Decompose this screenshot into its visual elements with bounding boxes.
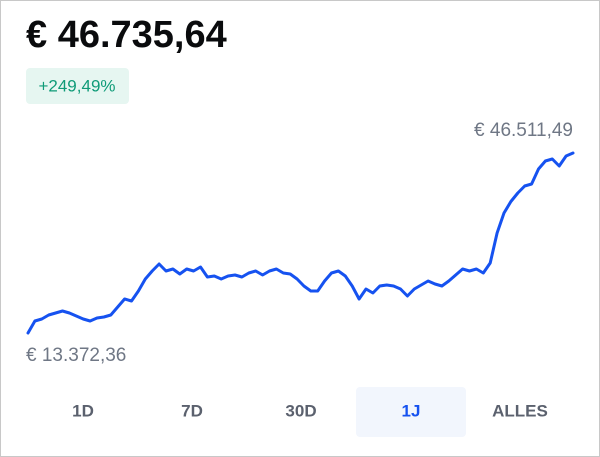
tab[interactable]: 1J	[402, 401, 421, 420]
tab[interactable]: ALLES	[492, 401, 548, 420]
max-label: € 46.511,49	[474, 120, 573, 141]
price-line	[26, 151, 575, 335]
tab[interactable]: 7D	[181, 401, 203, 420]
change-badge	[26, 68, 129, 104]
tab[interactable]: 1D	[72, 401, 94, 420]
min-label: € 13.372,36	[26, 345, 126, 366]
price: € 46.735,64	[26, 14, 227, 56]
tab-selected-bg	[356, 387, 466, 437]
tab[interactable]: 30D	[285, 401, 316, 420]
change-text: +249,49%	[38, 76, 115, 95]
